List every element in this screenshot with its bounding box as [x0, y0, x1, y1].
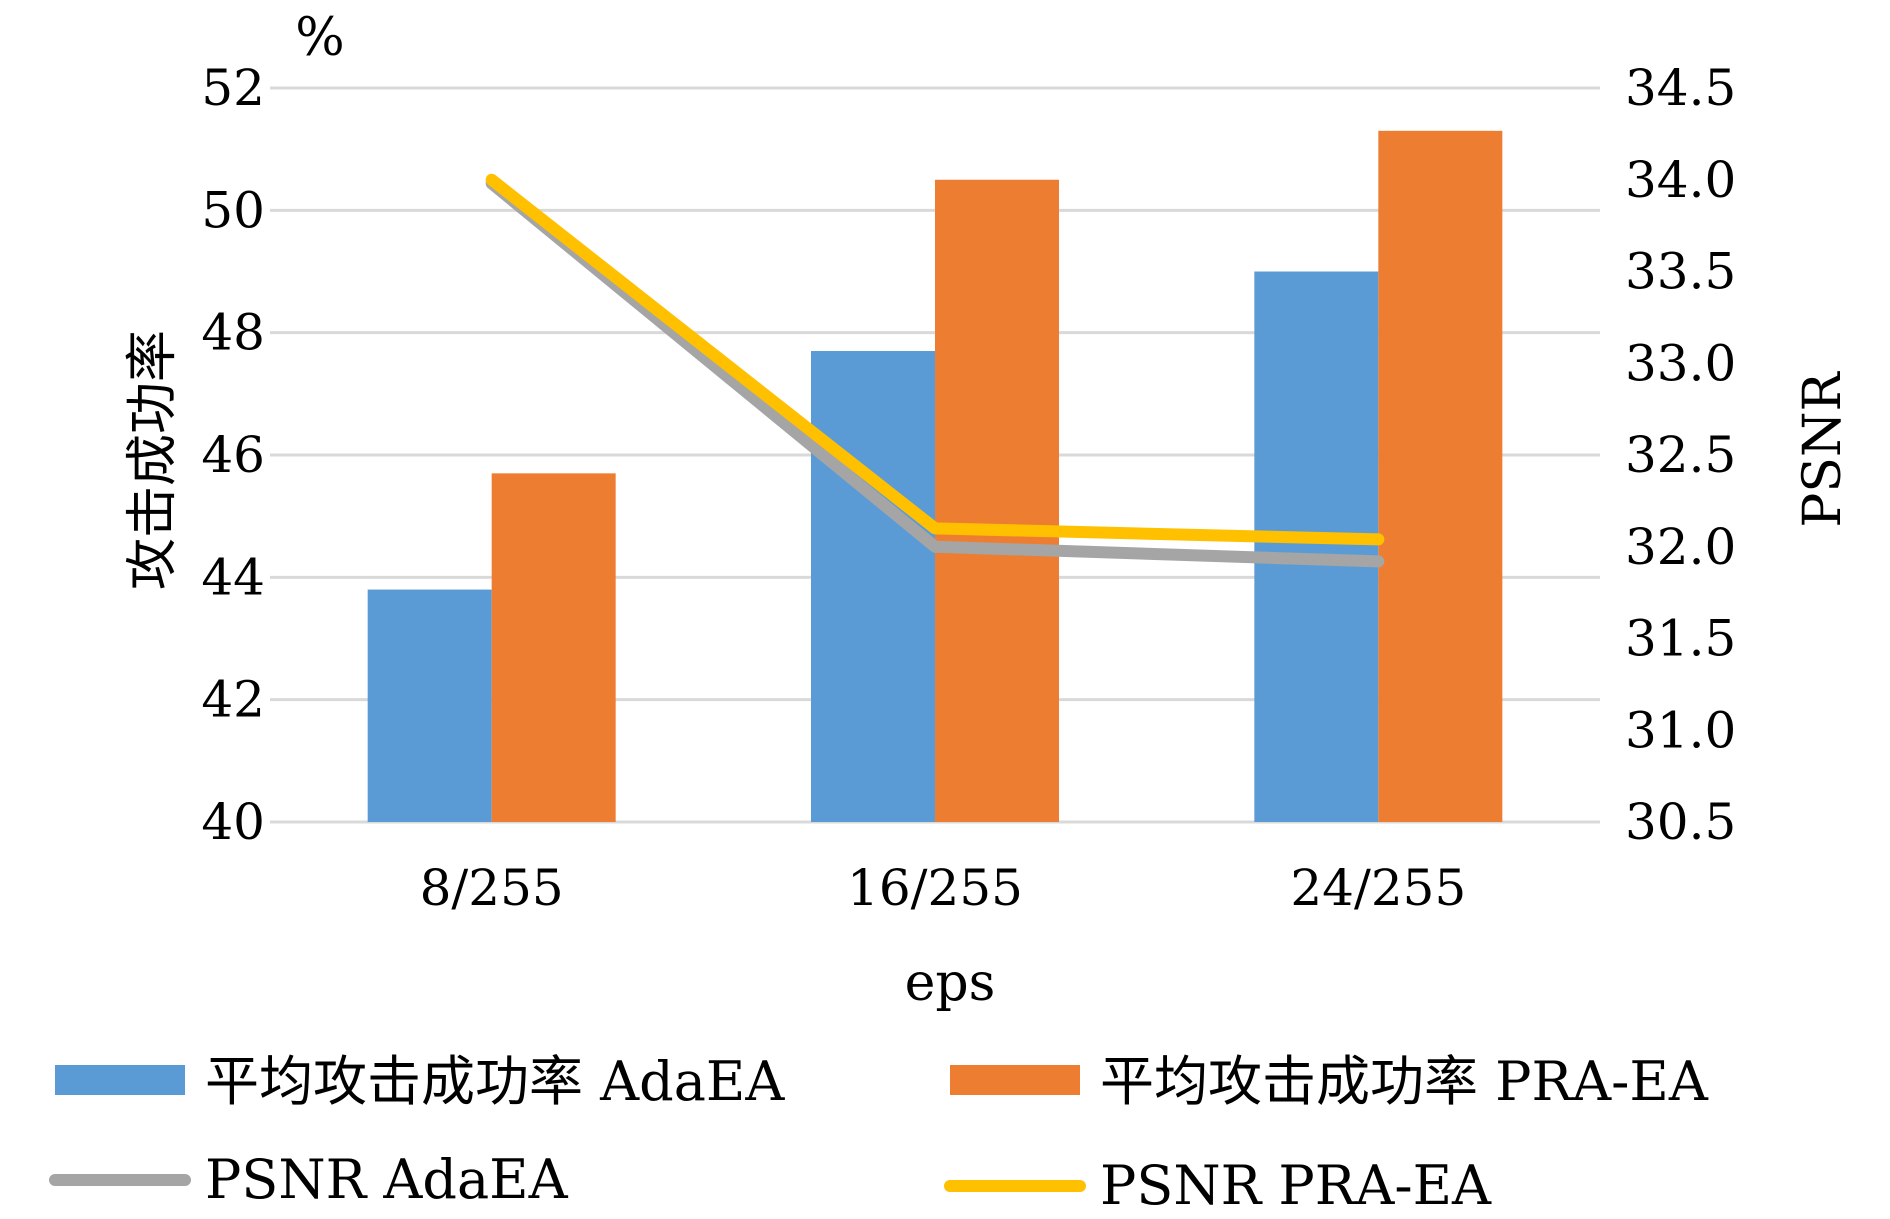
x-axis-ticks: 8/255 16/255 24/255 [420, 859, 1467, 917]
right-tick-label: 34.5 [1625, 59, 1736, 117]
legend-swatch-bar-praea [950, 1065, 1080, 1095]
bar-adaea-0 [367, 589, 492, 822]
left-tick-label: 50 [201, 181, 265, 239]
left-tick-label: 46 [201, 426, 265, 484]
legend-label-line-adaea: PSNR AdaEA [205, 1148, 569, 1211]
left-axis-ticks: 40 42 44 46 48 50 52 [201, 59, 265, 851]
right-tick-label: 33.5 [1625, 243, 1736, 301]
line-psnr-adaea [485, 177, 1385, 568]
right-tick-label: 33.0 [1625, 334, 1736, 392]
left-tick-label: 42 [201, 671, 265, 729]
right-tick-label: 32.5 [1625, 426, 1736, 484]
left-axis-title: 攻击成功率 [123, 330, 183, 590]
lines [485, 173, 1385, 568]
legend-label-bar-praea: 平均攻击成功率 PRA-EA [1100, 1050, 1709, 1113]
bar-praea-2 [1378, 130, 1503, 823]
left-tick-label: 40 [201, 793, 265, 851]
bars [367, 130, 1503, 823]
bar-adaea-1 [811, 351, 935, 822]
right-tick-label: 31.0 [1625, 701, 1736, 759]
left-axis-unit: % [295, 8, 344, 68]
x-axis-title: eps [905, 953, 996, 1013]
right-tick-label: 34.0 [1625, 151, 1736, 209]
x-tick-label: 8/255 [420, 859, 564, 917]
legend-label-line-praea: PSNR PRA-EA [1100, 1154, 1492, 1217]
left-tick-label: 52 [201, 59, 265, 117]
x-tick-label: 24/255 [1290, 859, 1466, 917]
right-tick-label: 30.5 [1625, 793, 1736, 851]
left-tick-label: 48 [201, 304, 265, 362]
legend-label-bar-adaea: 平均攻击成功率 AdaEA [205, 1050, 785, 1113]
right-tick-label: 32.0 [1625, 518, 1736, 576]
right-tick-label: 31.5 [1625, 610, 1736, 668]
right-axis-title: PSNR [1793, 371, 1853, 528]
legend-swatch-bar-adaea [55, 1065, 185, 1095]
x-tick-label: 16/255 [847, 859, 1023, 917]
bar-praea-0 [491, 473, 616, 822]
left-tick-label: 44 [201, 548, 265, 606]
legend: 平均攻击成功率 AdaEA 平均攻击成功率 PRA-EA PSNR AdaEA … [49, 1050, 1709, 1217]
bar-praea-1 [935, 179, 1059, 822]
right-axis-ticks: 30.5 31.0 31.5 32.0 32.5 33.0 33.5 34.0 34.5 [1625, 59, 1736, 851]
line-psnr-praea [485, 173, 1385, 546]
bar-adaea-2 [1254, 271, 1379, 822]
